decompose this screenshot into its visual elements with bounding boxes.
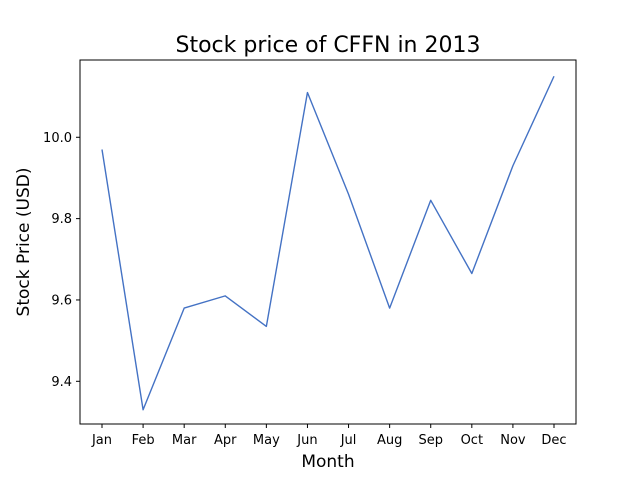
x-tick-label: Aug bbox=[377, 433, 402, 448]
data-points bbox=[101, 76, 555, 410]
series-line bbox=[101, 75, 555, 411]
x-tick-label: Jul bbox=[340, 433, 357, 448]
y-tick-label: 9.8 bbox=[51, 212, 72, 227]
x-tick-label: Oct bbox=[461, 433, 483, 448]
x-tick-label: Mar bbox=[172, 433, 197, 448]
x-tick-label: May bbox=[253, 433, 280, 448]
x-tick-label: Apr bbox=[214, 433, 237, 448]
y-tick-label: 10.0 bbox=[43, 131, 72, 146]
x-axis: Jan Feb Mar Apr May Jun Jul Aug Sep Oct Nov Dec bbox=[91, 424, 567, 448]
x-tick-label: Jan bbox=[91, 433, 112, 448]
x-tick-label: Sep bbox=[418, 433, 443, 448]
chart-title: Stock price of CFFN in 2013 bbox=[176, 33, 481, 58]
x-tick-label: Nov bbox=[500, 433, 526, 448]
y-axis-label: Stock Price (USD) bbox=[14, 168, 34, 317]
x-tick-label: Feb bbox=[132, 433, 155, 448]
y-tick-label: 9.4 bbox=[51, 375, 72, 390]
y-tick-label: 9.6 bbox=[51, 293, 72, 308]
x-tick-label: Jun bbox=[296, 433, 317, 448]
y-axis: 9.4 9.6 9.8 10.0 bbox=[43, 131, 80, 390]
x-tick-label: Dec bbox=[541, 433, 566, 448]
plot-area-frame bbox=[79, 59, 577, 425]
x-axis-label: Month bbox=[301, 452, 354, 472]
